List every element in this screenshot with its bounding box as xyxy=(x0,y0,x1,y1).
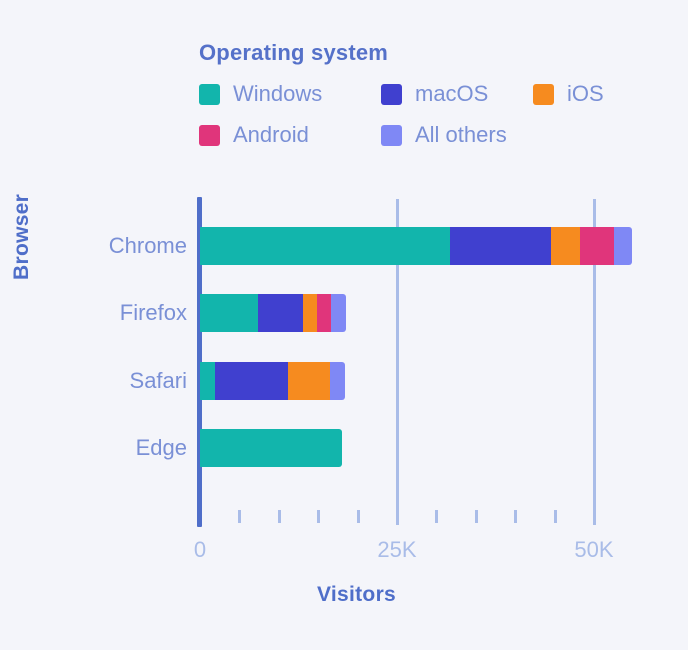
legend-label-all-others: All others xyxy=(415,122,507,147)
legend-label-ios: iOS xyxy=(567,81,604,106)
x-axis-title-text: Visitors xyxy=(316,583,397,606)
y-axis-label-safari: Safari xyxy=(129,368,187,393)
gridline xyxy=(396,199,399,525)
legend-item-macos[interactable]: macOS xyxy=(381,81,533,107)
bar-segment[interactable] xyxy=(303,294,317,332)
x-axis-tick-label: 50K xyxy=(574,537,614,562)
bar-segment[interactable] xyxy=(200,362,215,400)
bar-segment[interactable] xyxy=(330,362,345,400)
chart-legend: Operating system Windows macOS iOS xyxy=(199,40,659,162)
bar-segment[interactable] xyxy=(449,227,551,265)
legend-items: Windows macOS iOS Android All xyxy=(199,80,659,149)
y-axis-label-chrome: Chrome xyxy=(108,233,187,258)
legend-item-windows[interactable]: Windows xyxy=(199,81,381,107)
legend-title: Operating system xyxy=(199,40,389,65)
y-axis-label-firefox: Firefox xyxy=(119,300,187,325)
bar-row[interactable] xyxy=(200,294,346,332)
bar-segment[interactable] xyxy=(550,227,580,265)
y-axis-title: Browser xyxy=(10,194,34,280)
legend-item-all-others[interactable]: All others xyxy=(381,122,507,148)
bar-row[interactable] xyxy=(200,429,342,467)
x-axis-minor-tick xyxy=(553,510,557,523)
legend-swatch-android-icon xyxy=(199,124,220,146)
bar-row[interactable] xyxy=(200,362,345,400)
y-axis-label-edge: Edge xyxy=(135,435,187,460)
x-axis-minor-tick xyxy=(277,510,281,523)
bar-segment[interactable] xyxy=(579,227,614,265)
gridline xyxy=(593,199,596,525)
legend-row-2: Android All others xyxy=(199,121,659,149)
bar-segment[interactable] xyxy=(316,294,331,332)
legend-swatch-macos-icon xyxy=(381,83,402,105)
x-axis-minor-tick xyxy=(514,510,518,523)
bar-segment[interactable] xyxy=(613,227,632,265)
bar-segment[interactable] xyxy=(200,429,342,467)
bar-segment[interactable] xyxy=(200,294,259,332)
bar-segment[interactable] xyxy=(200,227,450,265)
x-axis-title: Visitors xyxy=(0,583,688,607)
legend-item-ios[interactable]: iOS xyxy=(533,81,604,107)
bar-row[interactable] xyxy=(200,227,632,265)
y-axis-title-text: Browser xyxy=(10,193,33,280)
y-axis-line xyxy=(197,197,202,527)
x-axis-minor-tick xyxy=(474,510,478,523)
x-axis-tick-label: 0 xyxy=(193,537,207,562)
legend-swatch-windows-icon xyxy=(199,83,220,105)
legend-row-1: Windows macOS iOS xyxy=(199,80,659,108)
bar-segment[interactable] xyxy=(330,294,346,332)
legend-swatch-all-others-icon xyxy=(381,124,402,146)
x-axis-minor-tick xyxy=(317,510,321,523)
legend-swatch-ios-icon xyxy=(533,83,554,105)
x-axis-minor-tick xyxy=(435,510,439,523)
x-axis-minor-tick xyxy=(356,510,360,523)
legend-label-macos: macOS xyxy=(415,81,489,106)
legend-item-android[interactable]: Android xyxy=(199,122,381,148)
legend-label-windows: Windows xyxy=(233,81,323,106)
x-axis-tick-label: 25K xyxy=(377,537,417,562)
x-axis-minor-tick xyxy=(238,510,242,523)
bar-segment[interactable] xyxy=(258,294,304,332)
bar-segment[interactable] xyxy=(214,362,289,400)
bar-segment[interactable] xyxy=(288,362,330,400)
legend-label-android: Android xyxy=(233,122,309,147)
